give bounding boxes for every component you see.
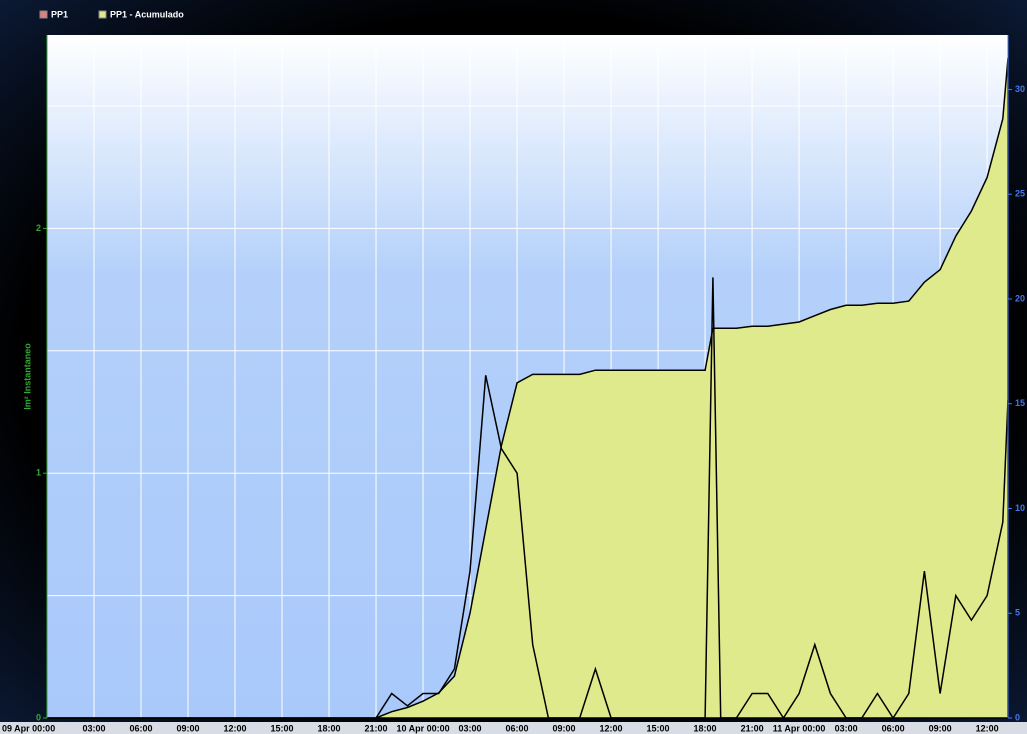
x-tick-label: 18:00 (318, 723, 341, 733)
x-tick-label: 09 Apr 00:00 (2, 723, 55, 733)
x-tick-label: 06:00 (506, 723, 529, 733)
y2-tick-label: 10 (1015, 503, 1025, 513)
y-tick-label: 0 (36, 712, 41, 722)
x-tick-label: 03:00 (82, 723, 105, 733)
legend-label: PP1 - Acumulado (110, 9, 184, 19)
x-tick-label: 03:00 (835, 723, 858, 733)
y2-tick-label: 30 (1015, 84, 1025, 94)
y2-tick-label: 25 (1015, 189, 1025, 199)
y2-tick-label: 5 (1015, 608, 1020, 618)
x-tick-label: 12:00 (224, 723, 247, 733)
x-tick-label: 12:00 (976, 723, 999, 733)
y-axis-label: lm² Instantaneo (22, 343, 32, 410)
legend-label: PP1 (51, 9, 68, 19)
x-tick-label: 11 Apr 00:00 (773, 723, 826, 733)
x-tick-label: 12:00 (600, 723, 623, 733)
x-tick-label: 18:00 (694, 723, 717, 733)
x-tick-label: 09:00 (177, 723, 200, 733)
y2-tick-label: 15 (1015, 398, 1025, 408)
x-tick-label: 06:00 (882, 723, 905, 733)
x-tick-label: 15:00 (647, 723, 670, 733)
y2-tick-label: 20 (1015, 293, 1025, 303)
x-tick-label: 21:00 (365, 723, 388, 733)
x-tick-label: 10 Apr 00:00 (396, 723, 449, 733)
x-label-strip (0, 722, 1027, 734)
legend-swatch (39, 10, 48, 19)
x-tick-label: 09:00 (929, 723, 952, 733)
y-tick-label: 1 (36, 468, 41, 478)
line (47, 277, 1009, 720)
legend-swatch (98, 10, 107, 19)
y-tick-label: 2 (36, 223, 41, 233)
x-tick-label: 21:00 (741, 723, 764, 733)
x-tick-label: 03:00 (459, 723, 482, 733)
y2-tick-label: 0 (1015, 712, 1020, 722)
x-tick-label: 09:00 (553, 723, 576, 733)
x-tick-label: 06:00 (129, 723, 152, 733)
x-tick-label: 15:00 (271, 723, 294, 733)
